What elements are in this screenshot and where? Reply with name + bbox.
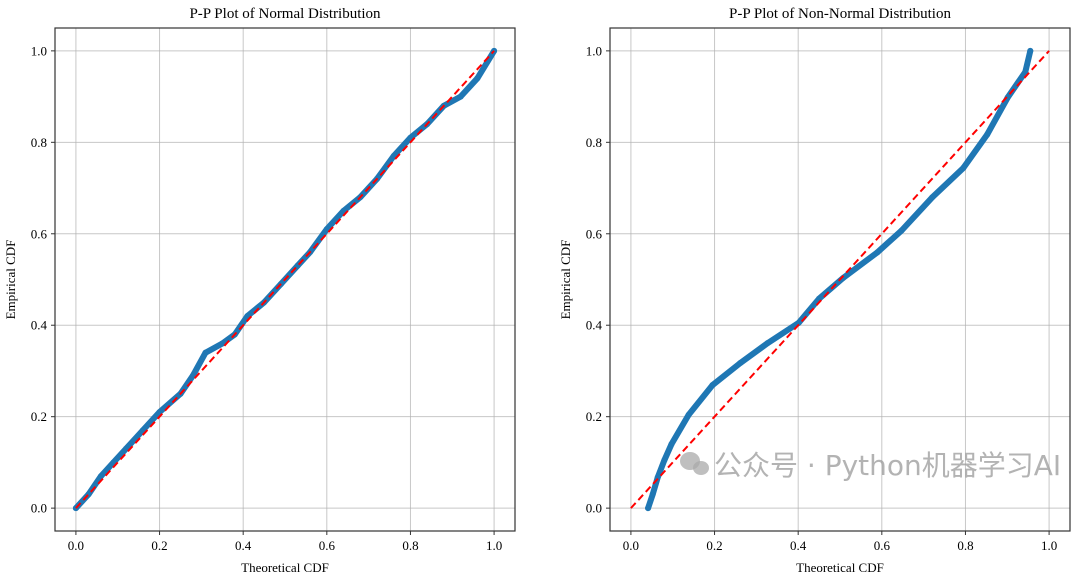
y-tick-label: 0.4 bbox=[586, 318, 603, 333]
x-axis-label: Theoretical CDF bbox=[796, 560, 884, 575]
x-tick-label: 0.8 bbox=[957, 538, 973, 553]
x-tick-label: 0.6 bbox=[319, 538, 336, 553]
watermark: 公众号 · Python机器学习AI bbox=[680, 449, 1061, 482]
pp-point bbox=[98, 473, 104, 480]
y-tick-label: 0.6 bbox=[586, 226, 603, 241]
pp-point bbox=[474, 75, 481, 82]
y-tick-label: 0.2 bbox=[586, 409, 602, 424]
y-axis-label: Empirical CDF bbox=[3, 240, 18, 320]
y-tick-label: 0.0 bbox=[31, 501, 47, 516]
pp-point bbox=[795, 319, 802, 326]
axes-frame bbox=[54, 27, 516, 532]
x-tick-label: 1.0 bbox=[486, 538, 502, 553]
x-tick-label: 0.4 bbox=[235, 538, 252, 553]
y-tick-label: 1.0 bbox=[31, 43, 47, 58]
x-tick-label: 0.2 bbox=[706, 538, 722, 553]
y-tick-label: 0.0 bbox=[586, 501, 602, 516]
y-tick-label: 0.4 bbox=[31, 318, 48, 333]
subplot-non-normal: 0.0 0.2 0.4 0.6 0.8 1.0 0.0 0.2 0.4 0.6 0.8 1.0 P-P … bbox=[558, 6, 1071, 575]
pp-point bbox=[202, 349, 209, 356]
pp-point bbox=[984, 131, 991, 138]
pp-point bbox=[764, 340, 771, 347]
pp-point bbox=[929, 194, 936, 201]
pp-point bbox=[737, 360, 744, 367]
x-tick-label: 1.0 bbox=[1041, 538, 1057, 553]
x-tick-label: 0.6 bbox=[874, 538, 891, 553]
axes-frame bbox=[609, 27, 1071, 532]
reference-line bbox=[630, 50, 1050, 509]
pp-point bbox=[668, 441, 675, 448]
pp-point bbox=[898, 227, 905, 234]
pp-point bbox=[1027, 47, 1034, 54]
chart-title: P-P Plot of Normal Distribution bbox=[189, 6, 381, 22]
pp-point bbox=[457, 93, 464, 100]
subplot-normal: 0.0 0.2 0.4 0.6 0.8 1.0 0.0 0.2 0.4 0.6 0.8 1.0 P-P … bbox=[3, 6, 516, 575]
pp-point bbox=[874, 249, 881, 256]
y-axis-label: Empirical CDF bbox=[558, 240, 573, 320]
y-tick-label: 0.8 bbox=[31, 135, 47, 150]
pp-point bbox=[709, 382, 716, 389]
x-tick-label: 0.0 bbox=[68, 538, 84, 553]
pp-point bbox=[654, 474, 661, 481]
pp-point bbox=[645, 505, 652, 512]
reference-line bbox=[75, 50, 495, 509]
x-tick-label: 0.4 bbox=[790, 538, 807, 553]
wechat-icon-bubble bbox=[693, 461, 709, 475]
pp-point bbox=[960, 164, 967, 171]
chart-title: P-P Plot of Non-Normal Distribution bbox=[729, 6, 951, 22]
pp-point bbox=[685, 411, 692, 418]
x-tick-label: 0.8 bbox=[402, 538, 418, 553]
pp-point bbox=[1022, 68, 1029, 75]
watermark-text: 公众号 · Python机器学习AI bbox=[714, 449, 1061, 482]
y-tick-label: 1.0 bbox=[586, 43, 602, 58]
x-tick-label: 0.2 bbox=[151, 538, 167, 553]
y-tick-label: 0.2 bbox=[31, 409, 47, 424]
y-tick-label: 0.8 bbox=[586, 135, 602, 150]
y-tick-label: 0.6 bbox=[31, 226, 48, 241]
x-tick-label: 0.0 bbox=[623, 538, 639, 553]
x-axis-label: Theoretical CDF bbox=[241, 560, 329, 575]
pp-point bbox=[661, 457, 668, 464]
pp-point bbox=[649, 491, 656, 498]
